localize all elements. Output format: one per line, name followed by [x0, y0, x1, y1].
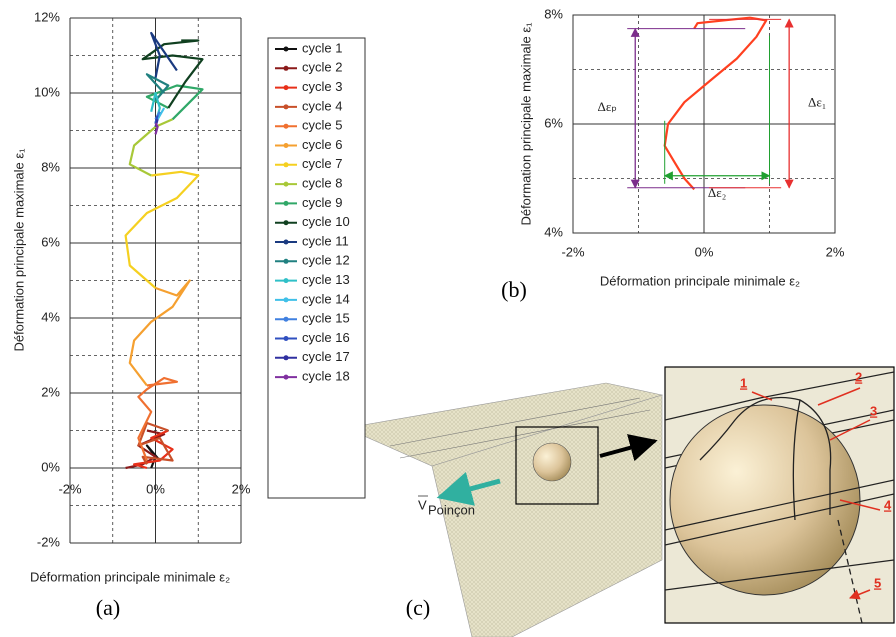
legend-marker — [283, 65, 289, 71]
legend-label: cycle 5 — [302, 118, 342, 133]
x-tick-label: 2% — [232, 481, 251, 496]
legend-label: cycle 2 — [302, 60, 342, 75]
legend-marker — [283, 374, 289, 380]
callout: 2 — [855, 369, 862, 384]
callout: 4 — [884, 497, 892, 512]
y-tick-label: 0% — [41, 459, 60, 474]
y-tick-label: 10% — [34, 84, 60, 99]
tool-illustration: V Poinçon 1 2 3 4 5 — [344, 366, 895, 637]
legend-label: cycle 14 — [302, 291, 350, 306]
legend-marker — [283, 278, 289, 284]
data-line — [141, 39, 204, 109]
callout: 3 — [870, 403, 877, 418]
data-line — [124, 170, 200, 289]
y-tick-label: 6% — [544, 115, 563, 130]
callout: 5 — [874, 575, 881, 590]
legend-label: cycle 1 — [302, 40, 342, 55]
y-tick-label: 8% — [41, 159, 60, 174]
legend-marker — [283, 355, 289, 361]
x-axis-title: Déformation principale minimale ε₂ — [600, 273, 800, 288]
legend-marker — [283, 181, 289, 187]
legend-label: cycle 9 — [302, 195, 342, 210]
legend-label: cycle 10 — [302, 214, 350, 229]
annotation-label: Δε₂ — [708, 185, 726, 200]
legend-marker — [283, 46, 289, 52]
legend-label: cycle 16 — [302, 330, 350, 345]
x-tick-label: 2% — [826, 244, 845, 259]
legend-label: cycle 13 — [302, 272, 350, 287]
y-axis-title: Déformation principale maximale ε₁ — [518, 22, 533, 226]
legend-label: cycle 11 — [302, 233, 349, 248]
annotation-label: Δε₁ — [808, 95, 826, 110]
data-line — [133, 429, 174, 470]
data-line — [154, 122, 159, 135]
data-line — [150, 31, 178, 79]
legend-marker — [283, 123, 289, 129]
x-tick-label: 0% — [146, 481, 165, 496]
callout: 1 — [740, 375, 747, 390]
data-line — [128, 118, 174, 177]
panel-label: (a) — [96, 595, 120, 620]
legend-marker — [283, 220, 289, 226]
legend-label: cycle 7 — [302, 156, 342, 171]
legend-label: cycle 17 — [302, 349, 350, 364]
y-tick-label: 4% — [41, 309, 60, 324]
y-tick-label: 2% — [41, 384, 60, 399]
y-tick-label: 8% — [544, 6, 563, 21]
y-tick-label: 12% — [34, 9, 60, 24]
y-tick-label: 4% — [544, 224, 563, 239]
data-line — [145, 73, 170, 102]
legend-marker — [283, 85, 289, 91]
legend-label: cycle 15 — [302, 311, 350, 326]
legend-marker — [283, 336, 289, 341]
legend-marker — [283, 297, 289, 303]
x-tick-label: -2% — [561, 244, 585, 259]
y-tick-label: 6% — [41, 234, 60, 249]
y-tick-label: -2% — [37, 534, 61, 549]
y-axis-title: Déformation principale maximale ε₁ — [11, 148, 26, 352]
x-tick-label: -2% — [58, 481, 82, 496]
legend-box — [267, 37, 366, 499]
data-line — [128, 279, 191, 387]
x-tick-label: 0% — [695, 244, 714, 259]
panel-label: (c) — [406, 595, 430, 620]
legend-marker — [283, 258, 289, 264]
velocity-label: V — [418, 497, 427, 512]
data-line — [663, 16, 768, 191]
legend-label: cycle 3 — [302, 79, 342, 94]
legend-label: cycle 12 — [302, 253, 350, 268]
x-axis-title: Déformation principale minimale ε₂ — [30, 569, 230, 584]
legend-label: cycle 8 — [302, 176, 342, 191]
legend-marker — [283, 316, 289, 322]
legend-marker — [283, 162, 289, 168]
legend-marker — [283, 200, 289, 206]
annotation-label: Δεₚ — [598, 99, 617, 114]
legend-label: cycle 4 — [302, 98, 342, 113]
legend-marker — [283, 143, 289, 148]
legend-label: cycle 6 — [302, 137, 342, 152]
velocity-subscript: Poinçon — [428, 502, 475, 517]
panel-label: (b) — [501, 277, 527, 302]
plot-frame — [572, 14, 836, 234]
legend-marker — [283, 104, 289, 110]
legend-marker — [283, 239, 289, 245]
legend-label: cycle 18 — [302, 369, 350, 384]
data-line — [137, 376, 178, 461]
